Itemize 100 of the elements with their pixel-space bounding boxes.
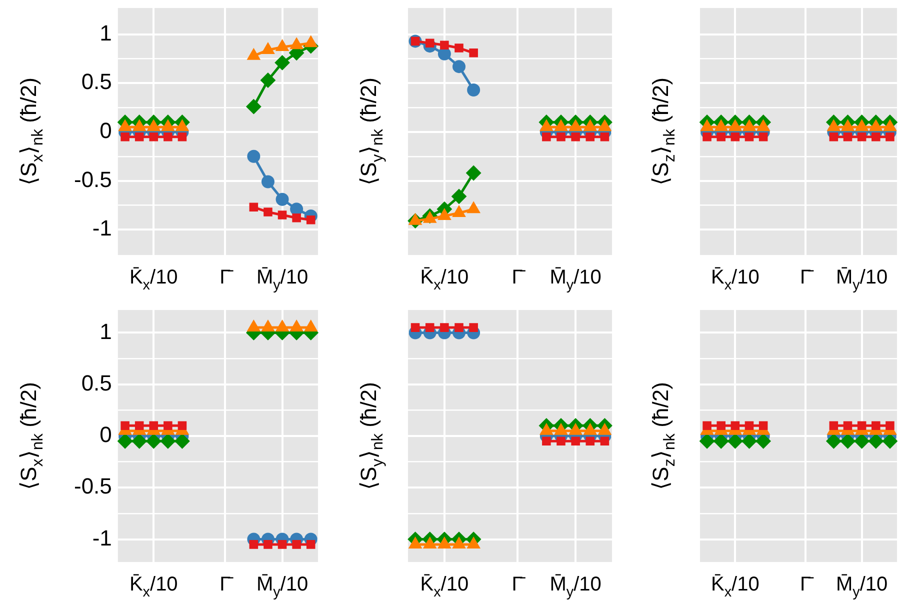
point	[304, 36, 318, 48]
x-tick-label: Γ̄	[800, 574, 814, 596]
point	[276, 320, 289, 332]
point	[132, 120, 146, 132]
point	[423, 211, 436, 223]
point	[742, 120, 756, 132]
point	[730, 132, 740, 142]
point	[469, 323, 478, 332]
point	[304, 320, 318, 332]
point	[571, 436, 580, 446]
x-tick-label: Γ̄	[220, 574, 234, 596]
point	[440, 40, 449, 50]
point	[855, 120, 868, 132]
point	[586, 132, 595, 142]
point	[160, 434, 176, 449]
point	[161, 120, 174, 132]
point	[274, 55, 290, 70]
y-tick-label: -1	[92, 525, 112, 550]
y-tick-label: 0.5	[81, 370, 112, 396]
point	[440, 323, 449, 332]
point	[134, 132, 144, 142]
y-tick-label: -0.5	[74, 474, 112, 499]
point	[586, 436, 595, 446]
point	[247, 48, 260, 60]
point	[164, 421, 172, 430]
point	[744, 132, 754, 142]
point	[249, 540, 258, 549]
point	[134, 421, 144, 430]
point	[600, 436, 610, 446]
point	[883, 120, 897, 132]
point	[174, 434, 190, 449]
point	[249, 202, 258, 212]
y-axis-title: ⟨Sy⟩nk (ħ/2)	[356, 78, 387, 186]
point	[556, 436, 566, 446]
point	[716, 132, 726, 142]
point	[292, 540, 301, 549]
point	[452, 60, 466, 74]
point	[700, 120, 714, 132]
point	[728, 120, 742, 132]
point	[276, 40, 289, 52]
point	[246, 99, 262, 114]
x-tick-label: Γ̄	[512, 266, 526, 289]
point	[756, 120, 770, 132]
y-axis-title: ⟨Sx⟩nk (ħ/2)	[16, 382, 47, 490]
point	[178, 421, 187, 430]
point	[278, 540, 287, 549]
point	[452, 206, 466, 218]
point	[290, 202, 304, 216]
point	[554, 120, 568, 132]
point	[829, 132, 838, 142]
point	[276, 192, 289, 206]
point	[292, 214, 301, 222]
point	[843, 132, 852, 142]
x-tick-label: Γ̄	[512, 574, 526, 596]
point	[857, 132, 866, 142]
y-axis-title: ⟨Sx⟩nk (ħ/2)	[16, 78, 47, 186]
point	[260, 72, 276, 88]
point	[290, 38, 304, 50]
point	[146, 434, 162, 449]
point	[467, 202, 480, 214]
point	[261, 42, 275, 54]
point	[261, 320, 275, 332]
point	[149, 421, 158, 430]
point	[164, 132, 172, 142]
point	[410, 323, 420, 332]
point	[264, 540, 272, 549]
x-tick-label: Γ̄	[220, 266, 234, 289]
point	[438, 208, 451, 220]
point	[869, 120, 882, 132]
point	[290, 320, 304, 332]
point	[261, 175, 274, 188]
point	[469, 48, 478, 58]
point	[408, 213, 422, 225]
point	[454, 44, 464, 52]
y-tick-label: 0	[100, 422, 112, 448]
y-tick-label: 0.5	[81, 69, 112, 94]
point	[120, 421, 130, 430]
point	[118, 434, 133, 449]
y-tick-label: -1	[92, 216, 112, 241]
x-tick-label: Γ̄	[800, 266, 814, 289]
point	[714, 120, 728, 132]
y-axis-title: ⟨Sz⟩nk (ħ/2)	[648, 382, 679, 490]
point	[132, 434, 147, 449]
point	[569, 120, 582, 132]
point	[540, 120, 553, 132]
point	[247, 320, 260, 332]
point	[306, 540, 316, 549]
point	[147, 120, 160, 132]
y-tick-label: 1	[100, 20, 112, 46]
point	[584, 120, 597, 132]
point	[758, 132, 768, 142]
point	[571, 132, 580, 142]
point	[264, 208, 272, 216]
y-axis-title: ⟨Sz⟩nk (ħ/2)	[648, 78, 679, 186]
point	[556, 132, 566, 142]
point	[827, 120, 840, 132]
y-tick-label: -0.5	[74, 166, 112, 192]
point	[247, 150, 260, 163]
point	[176, 120, 189, 132]
point	[425, 323, 434, 332]
